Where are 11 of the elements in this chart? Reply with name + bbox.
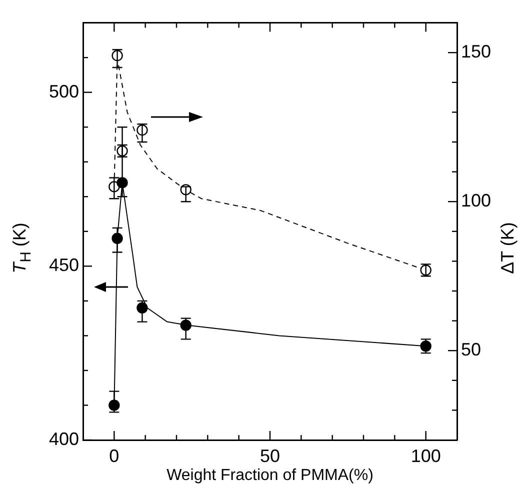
x-axis-title: Weight Fraction of PMMA(%)	[166, 466, 374, 484]
y-tick-label: 400	[48, 428, 79, 449]
y2-axis-title: ΔT (K)	[498, 222, 518, 274]
x-tick-label: 50	[260, 446, 280, 466]
x-tick-label: 100	[410, 446, 441, 466]
x-tick-label: 0	[109, 446, 120, 466]
y-tick-label: 500	[48, 81, 79, 102]
y2-tick-label: 100	[461, 190, 492, 211]
y2-tick-label: 150	[461, 42, 492, 62]
y2-tick-label: 50	[461, 340, 482, 360]
y-tick-label: 450	[48, 255, 79, 276]
